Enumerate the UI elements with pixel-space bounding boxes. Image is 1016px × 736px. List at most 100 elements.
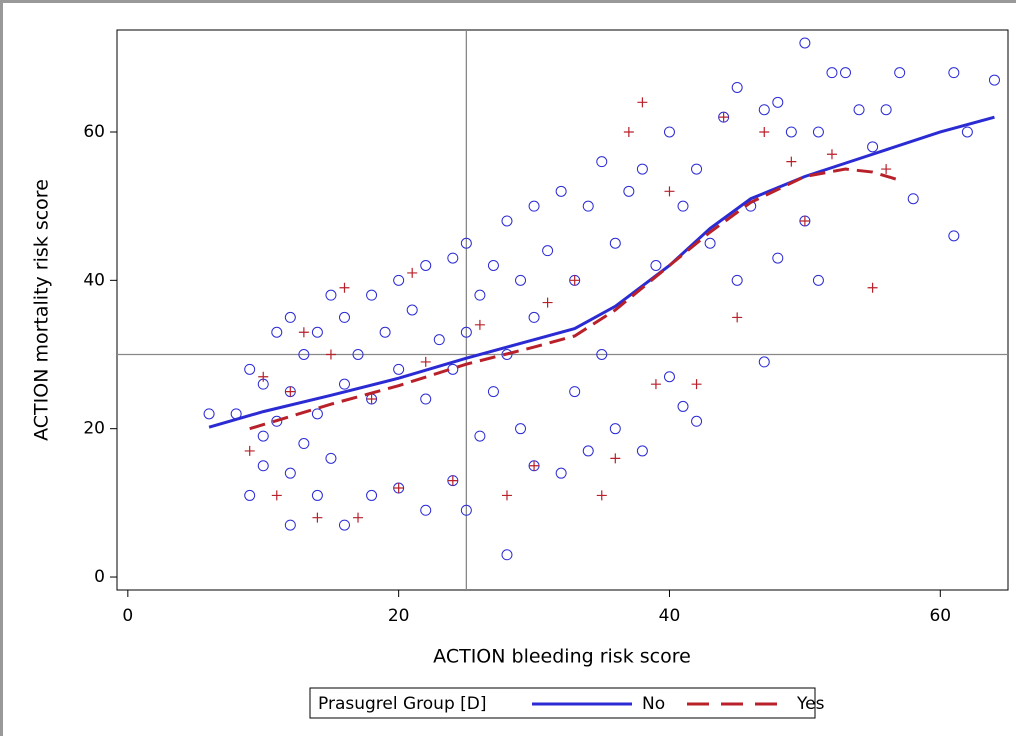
point [258, 371, 269, 382]
point [636, 445, 648, 457]
point [609, 237, 621, 249]
point [366, 394, 377, 405]
y-axis-label: ACTION mortality risk score [31, 179, 53, 441]
point [609, 423, 621, 435]
point [298, 327, 309, 338]
point [257, 460, 269, 472]
point [650, 379, 661, 390]
point [447, 252, 459, 264]
point [406, 304, 418, 316]
point [731, 81, 743, 93]
point [501, 215, 513, 227]
point [339, 282, 350, 293]
point [799, 215, 810, 226]
point [474, 289, 486, 301]
point [515, 274, 527, 286]
point [353, 512, 364, 523]
point [325, 349, 336, 360]
point [596, 349, 608, 361]
point [582, 445, 594, 457]
point [420, 259, 432, 271]
point [420, 393, 432, 405]
point [677, 400, 689, 412]
point [758, 104, 770, 116]
point [433, 334, 445, 346]
point [311, 408, 323, 420]
point [284, 467, 296, 479]
point [867, 141, 879, 153]
x-axis-label: ACTION bleeding risk score [433, 646, 691, 668]
point [569, 386, 581, 398]
point [244, 445, 255, 456]
point [244, 489, 256, 501]
point [203, 408, 215, 420]
point [420, 504, 432, 516]
point [799, 37, 811, 49]
point [420, 356, 431, 367]
point [894, 67, 906, 79]
point [284, 311, 296, 323]
point [732, 312, 743, 323]
point [907, 193, 919, 205]
point [961, 126, 973, 138]
point [474, 430, 486, 442]
point [691, 415, 703, 427]
point [487, 259, 499, 271]
point [460, 504, 472, 516]
point [285, 386, 296, 397]
point [407, 267, 418, 278]
point [325, 289, 337, 301]
point [623, 126, 634, 137]
point [704, 237, 716, 249]
x-tick-label: 60 [929, 606, 951, 626]
legend-label: Yes [796, 694, 825, 714]
point [501, 549, 513, 561]
y-tick-label: 20 [83, 419, 105, 439]
point [555, 467, 567, 479]
point [528, 311, 540, 323]
point [637, 97, 648, 108]
point [325, 452, 337, 464]
x-tick-label: 40 [659, 606, 681, 626]
point [271, 490, 282, 501]
point [691, 163, 703, 175]
point [271, 415, 283, 427]
point [312, 512, 323, 523]
point [636, 163, 648, 175]
point [311, 489, 323, 501]
point [298, 349, 310, 361]
point [812, 274, 824, 286]
point [460, 326, 472, 338]
x-tick-label: 20 [388, 606, 410, 626]
point [786, 156, 797, 167]
point [501, 490, 512, 501]
fit-line [249, 167, 901, 431]
point [772, 96, 784, 108]
point [812, 126, 824, 138]
point [393, 274, 405, 286]
point [529, 460, 540, 471]
y-tick-label: 40 [83, 270, 105, 290]
point [284, 519, 296, 531]
y-tick-label: 0 [94, 567, 105, 587]
point [569, 275, 580, 286]
point [623, 185, 635, 197]
point [826, 67, 838, 79]
point [596, 156, 608, 168]
point [298, 438, 310, 450]
point [528, 200, 540, 212]
x-tick-label: 0 [122, 606, 133, 626]
point [650, 259, 662, 271]
point [759, 126, 770, 137]
point [366, 489, 378, 501]
legend-label: No [642, 694, 665, 714]
point [785, 126, 797, 138]
point [338, 311, 350, 323]
point [853, 104, 865, 116]
point [948, 230, 960, 242]
point [677, 200, 689, 212]
point [663, 371, 675, 383]
point [664, 186, 675, 197]
point [840, 67, 852, 79]
